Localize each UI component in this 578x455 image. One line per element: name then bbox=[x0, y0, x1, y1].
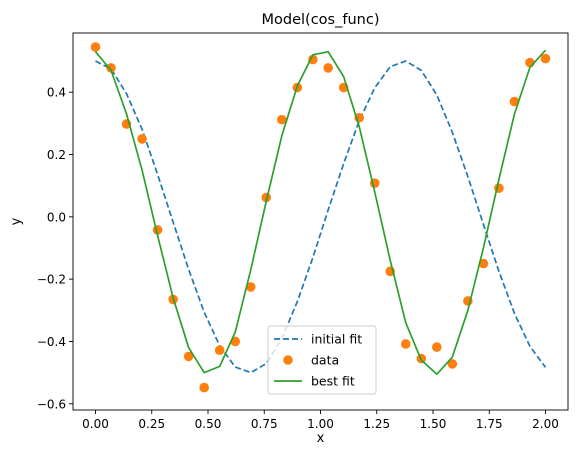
legend-box bbox=[267, 325, 377, 395]
x-tick-label: 1.50 bbox=[420, 417, 447, 431]
data-point bbox=[540, 53, 551, 64]
legend-marker-data bbox=[283, 355, 293, 365]
data-point bbox=[90, 42, 101, 52]
plot-area bbox=[90, 42, 551, 393]
data-point bbox=[137, 134, 147, 144]
data-point bbox=[245, 282, 256, 292]
data-point bbox=[106, 63, 116, 73]
x-tick-label: 0.50 bbox=[195, 417, 222, 431]
legend-label-best-fit: best fit bbox=[311, 374, 355, 389]
legend-label-initial-fit: initial fit bbox=[311, 332, 362, 347]
y-axis: −0.6 −0.4 −0.2 0.0 0.2 0.4 bbox=[37, 86, 73, 411]
data-point bbox=[277, 114, 287, 125]
x-tick-label: 1.75 bbox=[476, 417, 503, 431]
y-tick-label: 0.4 bbox=[47, 86, 66, 100]
best-fit-line bbox=[94, 49, 547, 376]
x-tick-label: 0.00 bbox=[82, 417, 109, 431]
initial-fit-line bbox=[95, 60, 547, 374]
y-tick-label: −0.6 bbox=[37, 397, 66, 411]
data-point bbox=[447, 359, 458, 369]
x-axis: 0.00 0.25 0.50 0.75 1.00 1.25 1.50 1.75 2.00 bbox=[82, 410, 559, 431]
x-tick-label: 1.00 bbox=[307, 417, 334, 431]
data-point bbox=[214, 345, 225, 355]
chart-title: Model(cos_func) bbox=[262, 12, 380, 28]
data-point bbox=[261, 192, 272, 203]
legend-label-data: data bbox=[311, 353, 339, 368]
y-tick-label: 0.2 bbox=[47, 148, 66, 162]
data-point bbox=[183, 351, 194, 362]
data-point bbox=[432, 342, 442, 352]
legend: initial fit data best fit bbox=[267, 325, 377, 395]
x-tick-label: 0.25 bbox=[138, 417, 165, 431]
y-tick-label: 0.0 bbox=[47, 210, 66, 224]
x-tick-label: 0.75 bbox=[251, 417, 278, 431]
data-point bbox=[308, 54, 318, 65]
data-point bbox=[199, 382, 209, 393]
y-axis-label: y bbox=[9, 217, 24, 225]
x-tick-label: 2.00 bbox=[532, 417, 559, 431]
data-point bbox=[478, 258, 489, 269]
data-point bbox=[509, 96, 520, 107]
y-tick-label: −0.2 bbox=[37, 273, 66, 287]
y-tick-label: −0.4 bbox=[37, 335, 66, 349]
data-point bbox=[323, 63, 333, 73]
x-axis-label: x bbox=[317, 431, 325, 446]
x-tick-label: 1.25 bbox=[363, 417, 390, 431]
data-point bbox=[400, 339, 411, 349]
